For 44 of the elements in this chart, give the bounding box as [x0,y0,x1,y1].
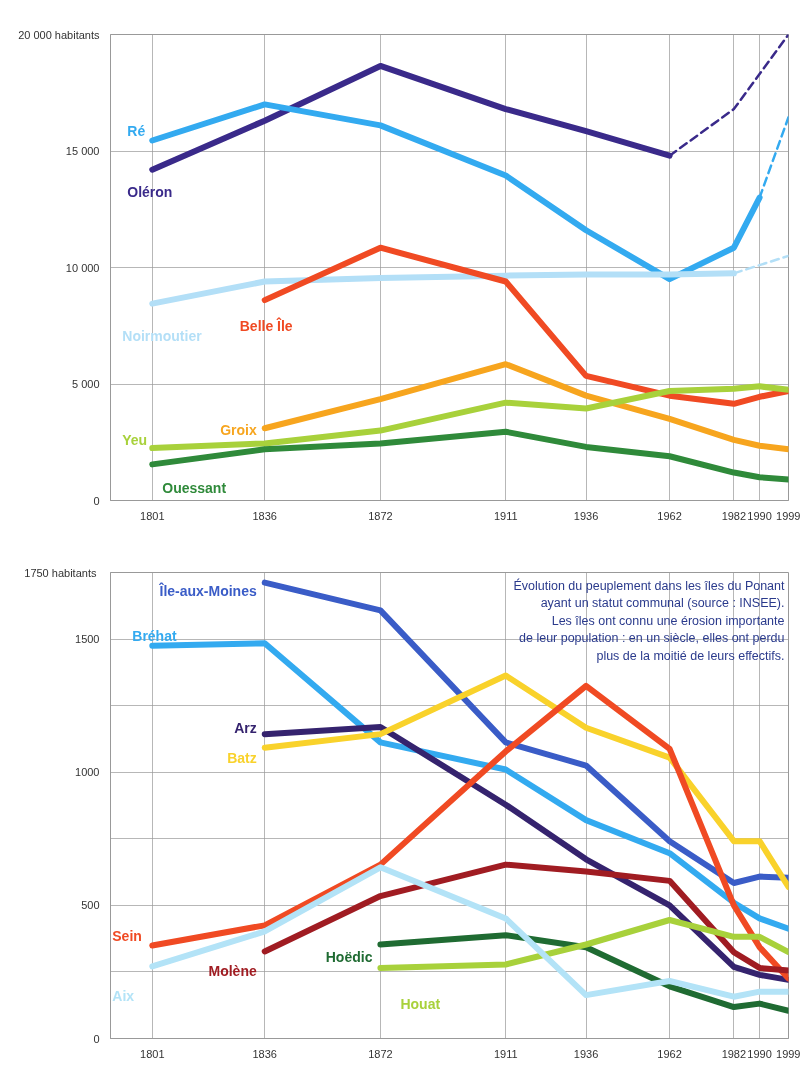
x-tick-label: 1911 [493,1047,518,1060]
y-tick-label: 10 000 [65,261,100,274]
x-tick-label: 1999 [776,509,801,522]
y-tick-label: 0 [93,494,100,507]
series-label: Sein [112,927,142,944]
y-tick-label: 5 000 [71,378,100,390]
y-tick-label: 15 000 [65,145,100,157]
x-tick-label: 1801 [140,509,165,522]
x-tick-label: 1936 [573,1047,599,1060]
series-label: Arz [234,720,257,737]
x-tick-label: 1836 [252,1047,277,1060]
series-label: Yeu [122,432,148,449]
y-tick-label: 1000 [75,766,100,779]
x-tick-label: 1999 [776,1047,801,1060]
x-tick-label: 1962 [657,1047,682,1060]
series-label: Hoëdic [325,948,373,965]
series-label: Ouessant [162,480,227,497]
x-tick-label: 1836 [252,509,277,522]
x-tick-label: 1990 [747,509,772,522]
series-label: Oléron [127,183,173,200]
x-tick-label: 1911 [493,509,518,522]
x-tick-label: 1801 [140,1047,165,1060]
x-tick-label: 1872 [368,1047,393,1060]
x-tick-label: 1982 [721,509,747,522]
y-tick-label: 0 [93,1032,100,1045]
series-label: Molène [208,963,257,980]
series-label: Ré [127,122,146,139]
annotation: Évolution du peuplement dans les îles du Ponant ayant un statut communal (source : INSEE). Les îles ont connu une érosion importante de leur population : en un siècle, elles ont perdu plus de la moitié de leurs effectifs. [513,577,786,663]
text: Houat [400,995,441,1012]
y-tick-label: 20 000 habitants [18,28,100,41]
series-label: Île-aux-Moines [158,581,257,599]
series-label: Groix [220,422,257,439]
x-tick-label: 1872 [368,509,393,522]
x-tick-label: 1982 [721,1047,747,1060]
text: Aix [112,988,135,1005]
series-label: Belle Île [239,317,293,335]
y-tick-label: 500 [81,899,100,912]
x-tick-label: 1990 [747,1047,772,1060]
series-label: Batz [227,749,257,766]
x-tick-label: 1962 [657,509,682,522]
y-tick-label: 1500 [75,633,100,646]
y-tick-label: 1750 habitants [24,566,97,579]
series-label: Bréhat [132,627,177,644]
x-tick-label: 1936 [573,509,599,522]
